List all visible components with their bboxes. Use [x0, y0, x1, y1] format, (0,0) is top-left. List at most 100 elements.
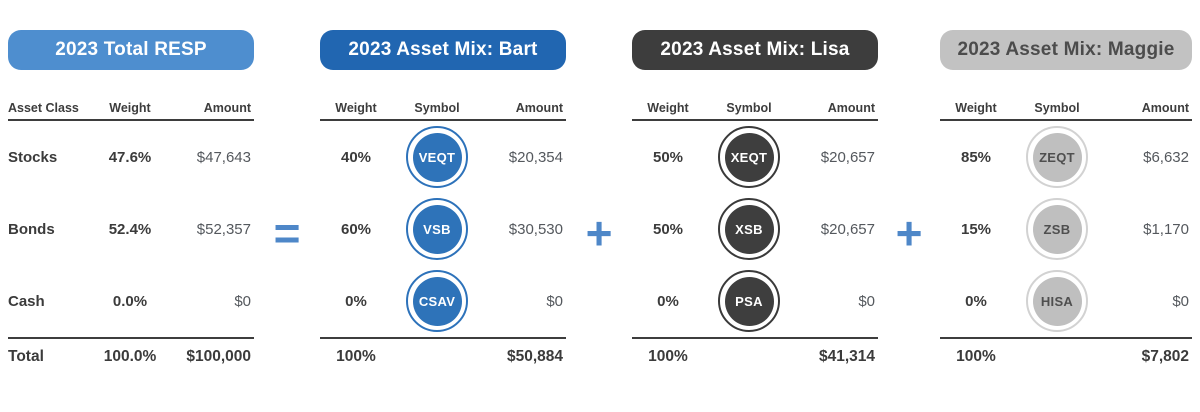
table-row-xsb: 50% XSB $20,657	[632, 193, 878, 265]
etf-symbol-label: CSAV	[412, 276, 462, 326]
equals-operator: =	[254, 0, 320, 412]
amount-value: $0	[546, 292, 563, 310]
column-headers-total-resp: Asset Class Weight Amount	[8, 101, 254, 121]
amount-value: $0	[1172, 292, 1189, 310]
table-row-zeqt: 85% ZEQT $6,632	[940, 121, 1192, 193]
plus-operator-2: +	[878, 0, 940, 412]
amount-value: $47,643	[196, 148, 251, 166]
plus-operator-1: +	[566, 0, 632, 412]
table-row-xeqt: 50% XEQT $20,657	[632, 121, 878, 193]
amount-value: $52,357	[196, 220, 251, 238]
panel-maggie: 2023 Asset Mix: Maggie Weight Symbol Amo…	[940, 0, 1192, 412]
table-row-veqt: 40% VEQT $20,354	[320, 121, 566, 193]
col-header-weight: Weight	[335, 101, 377, 115]
panel-title-total-resp: 2023 Total RESP	[8, 30, 254, 70]
etf-symbol-circle-csav: CSAV	[406, 270, 468, 332]
etf-symbol-label: XEQT	[724, 132, 774, 182]
table-row-bonds: Bonds 52.4% $52,357	[8, 193, 254, 265]
column-headers-bart: Weight Symbol Amount	[320, 101, 566, 121]
etf-symbol-circle-vsb: VSB	[406, 198, 468, 260]
etf-symbol-circle-veqt: VEQT	[406, 126, 468, 188]
etf-symbol-circle-zsb: ZSB	[1026, 198, 1088, 260]
total-weight: 100%	[336, 348, 376, 365]
table-row-csav: 0% CSAV $0	[320, 265, 566, 337]
weight-value: 0%	[345, 292, 367, 310]
weight-value: 47.6%	[108, 148, 152, 166]
col-header-weight: Weight	[955, 101, 997, 115]
etf-symbol-circle-zeqt: ZEQT	[1026, 126, 1088, 188]
etf-symbol-circle-hisa: HISA	[1026, 270, 1088, 332]
weight-value: 15%	[960, 220, 992, 238]
asset-class-label: Bonds	[8, 220, 55, 238]
weight-value: 60%	[340, 220, 372, 238]
amount-value: $0	[858, 292, 875, 310]
amount-value: $0	[234, 292, 251, 310]
total-label: Total	[8, 348, 44, 365]
etf-symbol-circle-xeqt: XEQT	[718, 126, 780, 188]
etf-symbol-label: VSB	[412, 204, 462, 254]
total-row-maggie: 100% $7,802	[940, 337, 1192, 375]
etf-symbol-label: XSB	[724, 204, 774, 254]
etf-symbol-circle-xsb: XSB	[718, 198, 780, 260]
total-amount: $41,314	[818, 348, 875, 365]
col-header-weight: Weight	[647, 101, 689, 115]
weight-value: 0.0%	[112, 292, 148, 310]
amount-value: $30,530	[508, 220, 563, 238]
amount-value: $20,657	[820, 148, 875, 166]
etf-symbol-label: ZEQT	[1032, 132, 1082, 182]
panel-title-lisa: 2023 Asset Mix: Lisa	[632, 30, 878, 70]
etf-symbol-circle-psa: PSA	[718, 270, 780, 332]
equals-sign: =	[273, 207, 301, 259]
amount-value: $20,354	[508, 148, 563, 166]
total-weight: 100%	[956, 348, 996, 365]
col-header-amount: Amount	[515, 101, 563, 115]
total-row-bart: 100% $50,884	[320, 337, 566, 375]
panel-lisa: 2023 Asset Mix: Lisa Weight Symbol Amoun…	[632, 0, 878, 412]
table-row-vsb: 60% VSB $30,530	[320, 193, 566, 265]
col-header-symbol: Symbol	[414, 101, 460, 115]
panel-total-resp: 2023 Total RESP Asset Class Weight Amoun…	[8, 0, 254, 412]
asset-class-label: Stocks	[8, 148, 58, 166]
weight-value: 52.4%	[108, 220, 152, 238]
asset-class-label: Cash	[8, 292, 45, 310]
etf-symbol-label: ZSB	[1032, 204, 1082, 254]
total-row-lisa: 100% $41,314	[632, 337, 878, 375]
total-weight: 100%	[648, 348, 688, 365]
panel-title-maggie: 2023 Asset Mix: Maggie	[940, 30, 1192, 70]
weight-value: 50%	[652, 148, 684, 166]
col-header-amount: Amount	[827, 101, 875, 115]
table-row-hisa: 0% HISA $0	[940, 265, 1192, 337]
col-header-amount: Amount	[203, 101, 251, 115]
etf-symbol-label: HISA	[1032, 276, 1082, 326]
table-row-cash: Cash 0.0% $0	[8, 265, 254, 337]
table-row-zsb: 15% ZSB $1,170	[940, 193, 1192, 265]
col-header-symbol: Symbol	[726, 101, 772, 115]
plus-sign: +	[585, 207, 613, 259]
panel-bart: 2023 Asset Mix: Bart Weight Symbol Amoun…	[320, 0, 566, 412]
weight-value: 0%	[965, 292, 987, 310]
column-headers-lisa: Weight Symbol Amount	[632, 101, 878, 121]
etf-symbol-label: PSA	[724, 276, 774, 326]
plus-sign: +	[895, 207, 923, 259]
total-amount: $50,884	[506, 348, 563, 365]
col-header-asset-class: Asset Class	[8, 101, 79, 115]
total-amount: $7,802	[1141, 348, 1189, 365]
weight-value: 50%	[652, 220, 684, 238]
weight-value: 40%	[340, 148, 372, 166]
col-header-amount: Amount	[1141, 101, 1189, 115]
col-header-symbol: Symbol	[1034, 101, 1080, 115]
etf-symbol-label: VEQT	[412, 132, 462, 182]
amount-value: $6,632	[1143, 148, 1189, 166]
total-row-resp: Total 100.0% $100,000	[8, 337, 254, 375]
amount-value: $1,170	[1143, 220, 1189, 238]
total-amount: $100,000	[186, 348, 251, 365]
total-weight: 100.0%	[103, 348, 157, 365]
amount-value: $20,657	[820, 220, 875, 238]
table-row-stocks: Stocks 47.6% $47,643	[8, 121, 254, 193]
weight-value: 0%	[657, 292, 679, 310]
col-header-weight: Weight	[109, 101, 151, 115]
column-headers-maggie: Weight Symbol Amount	[940, 101, 1192, 121]
panel-title-bart: 2023 Asset Mix: Bart	[320, 30, 566, 70]
table-row-psa: 0% PSA $0	[632, 265, 878, 337]
